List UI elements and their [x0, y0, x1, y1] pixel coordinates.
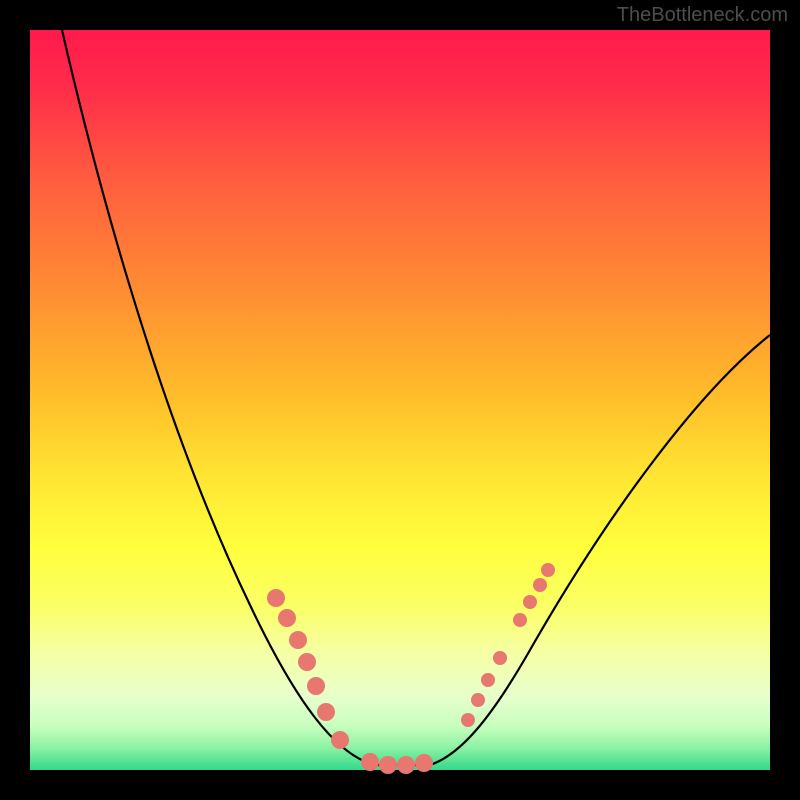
data-marker: [361, 753, 379, 771]
data-marker: [317, 703, 335, 721]
data-marker: [523, 595, 537, 609]
plot-background-gradient: [30, 30, 770, 770]
data-marker: [298, 653, 316, 671]
data-marker: [481, 673, 495, 687]
data-marker: [267, 589, 285, 607]
data-marker: [513, 613, 527, 627]
data-marker: [541, 563, 555, 577]
data-marker: [331, 731, 349, 749]
data-marker: [278, 609, 296, 627]
data-marker: [379, 756, 397, 774]
attribution-text: TheBottleneck.com: [617, 4, 788, 27]
chart-container: TheBottleneck.com: [0, 0, 800, 800]
data-marker: [461, 713, 475, 727]
bottleneck-chart: [0, 0, 800, 800]
data-marker: [307, 677, 325, 695]
data-marker: [533, 578, 547, 592]
data-marker: [493, 651, 507, 665]
data-marker: [289, 631, 307, 649]
data-marker: [415, 754, 433, 772]
data-marker: [397, 756, 415, 774]
data-marker: [471, 693, 485, 707]
